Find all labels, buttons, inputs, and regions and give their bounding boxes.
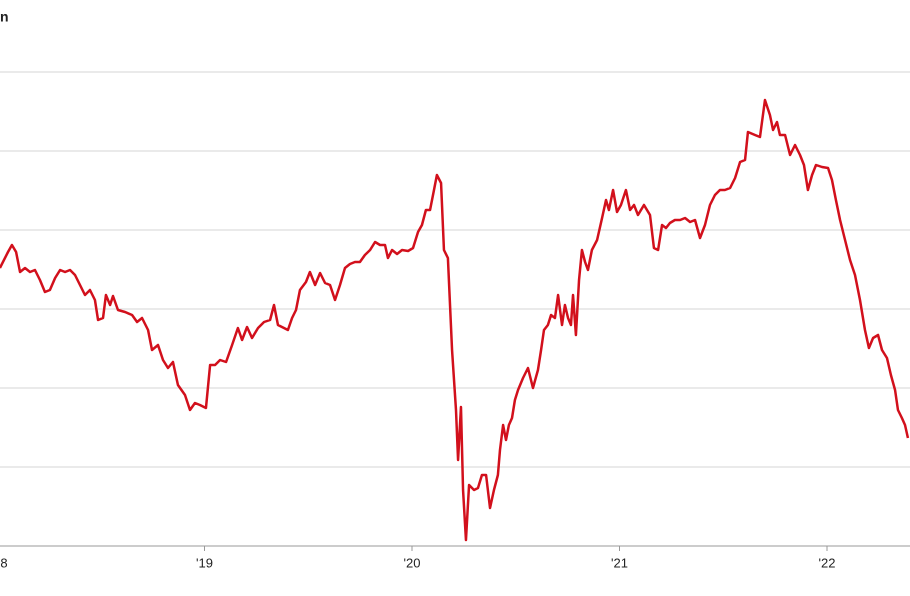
data-line [0,98,910,542]
x-tick-label: '21 [611,555,628,570]
x-tick-label: 8 [0,555,7,570]
x-tick-label: '19 [196,555,213,570]
chart-title: n [0,9,9,25]
x-tick-label: '22 [819,555,836,570]
x-tick-label: '20 [404,555,421,570]
